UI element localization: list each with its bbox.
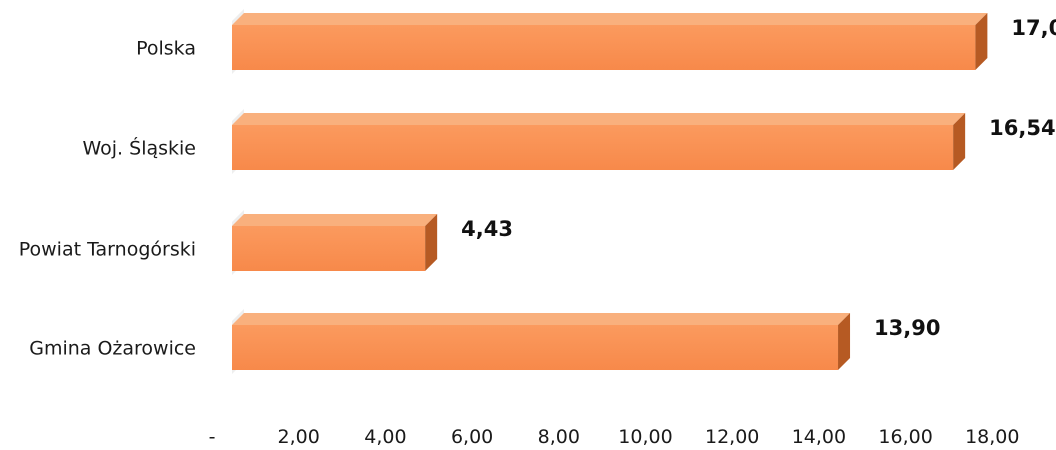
bar-top-face [232, 113, 966, 125]
bar-front-face [232, 125, 954, 170]
x-tick-label: 6,00 [451, 426, 493, 448]
bar-side-face [425, 214, 438, 271]
bar-side-face [838, 313, 851, 370]
x-tick-label: 18,00 [965, 426, 1019, 448]
category-label: Woj. Śląskie [82, 136, 196, 160]
x-tick-label: 12,00 [705, 426, 759, 448]
bar-side-face [953, 113, 966, 170]
category-label: Powiat Tarnogórski [19, 239, 196, 261]
data-label: 13,90 [874, 316, 940, 340]
data-label: 16,54 [989, 116, 1055, 140]
x-tick-label: 8,00 [538, 426, 580, 448]
bar-side-face [975, 13, 988, 70]
x-tick-label: 2,00 [278, 426, 320, 448]
data-label: 17,05 [1011, 16, 1056, 40]
bar [232, 113, 966, 170]
x-tick-label: 4,00 [364, 426, 406, 448]
bar-top-face [232, 313, 851, 325]
x-tick-label: 16,00 [878, 426, 932, 448]
x-tick-label: 10,00 [618, 426, 672, 448]
bar [232, 313, 851, 370]
bar-front-face [232, 25, 976, 70]
bar [232, 214, 438, 271]
x-tick-label: - [209, 426, 216, 448]
category-label: Polska [136, 38, 196, 60]
bar-top-face [232, 214, 438, 226]
x-tick-label: 14,00 [792, 426, 846, 448]
bar-top-face [232, 13, 988, 25]
bar-front-face [232, 226, 426, 271]
category-label: Gmina Ożarowice [29, 338, 196, 360]
bar-front-face [232, 325, 839, 370]
bar [232, 13, 988, 70]
data-label: 4,43 [461, 217, 513, 241]
